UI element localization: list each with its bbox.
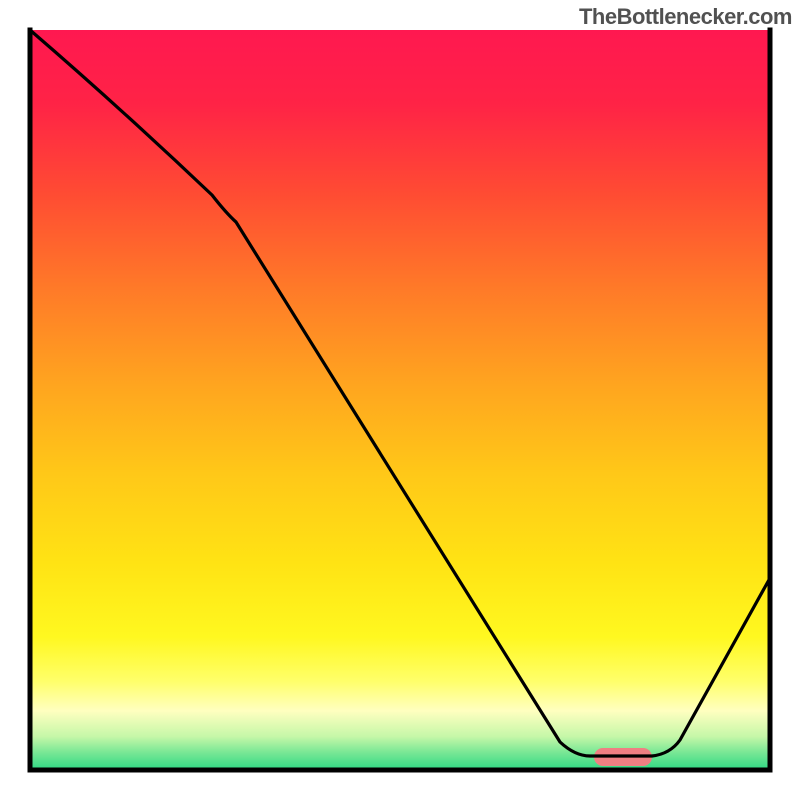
watermark-text: TheBottlenecker.com — [579, 4, 792, 30]
chart-container: TheBottlenecker.com — [0, 0, 800, 800]
bottleneck-chart-svg — [0, 0, 800, 800]
gradient-background — [30, 30, 770, 770]
